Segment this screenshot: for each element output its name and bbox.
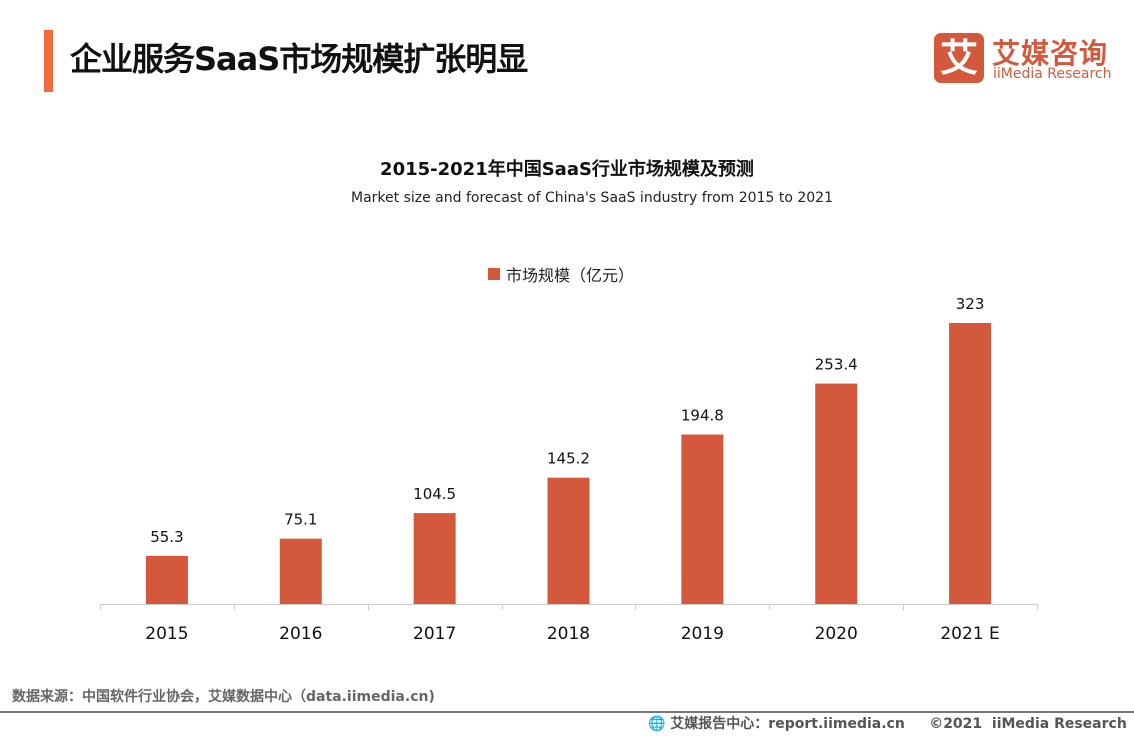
data-label: 145.2 xyxy=(547,450,590,468)
data-label: 323 xyxy=(956,295,985,313)
chart-subtitle: Market size and forecast of China's SaaS… xyxy=(351,190,833,206)
logo-icon: 艾 xyxy=(934,33,984,83)
bar xyxy=(949,323,992,604)
report-link[interactable]: 艾媒报告中心：report.iimedia.cn xyxy=(670,716,905,732)
bar xyxy=(145,555,188,604)
x-tick-label: 2015 xyxy=(145,624,188,644)
page-title: 企业服务SaaS市场规模扩张明显 xyxy=(70,40,528,78)
x-tick-label: 2021 E xyxy=(940,624,999,644)
globe-icon: 🌐 xyxy=(648,716,666,732)
bar xyxy=(815,383,858,604)
legend-label: 市场规模（亿元） xyxy=(506,266,635,285)
logo-text-cn: 艾媒咨询 xyxy=(992,37,1109,70)
bar xyxy=(279,538,322,604)
data-label: 104.5 xyxy=(413,485,456,503)
chart-title: 2015-2021年中国SaaS行业市场规模及预测 xyxy=(380,159,754,180)
footer-divider xyxy=(0,711,1134,713)
data-label: 194.8 xyxy=(681,407,724,425)
x-tick-label: 2019 xyxy=(681,624,724,644)
bar xyxy=(547,477,590,604)
legend-swatch xyxy=(488,268,500,280)
bar xyxy=(681,434,724,604)
data-label: 55.3 xyxy=(150,528,183,546)
x-tick-label: 2018 xyxy=(547,624,590,644)
x-tick-label: 2017 xyxy=(413,624,456,644)
data-label: 253.4 xyxy=(815,356,858,374)
logo-text-en: iiMedia Research xyxy=(993,66,1112,82)
title-accent-bar xyxy=(44,30,53,92)
data-label: 75.1 xyxy=(284,511,317,529)
legend: 市场规模（亿元） xyxy=(488,262,634,286)
source-note: 数据来源：中国软件行业协会，艾媒数据中心（data.iimedia.cn) xyxy=(12,689,435,705)
x-tick-label: 2016 xyxy=(279,624,322,644)
copyright: ©2021 iiMedia Research Inc xyxy=(929,716,1127,732)
footer: 🌐 艾媒报告中心：report.iimedia.cn ©2021 iiMedia… xyxy=(648,713,1134,733)
bar xyxy=(413,513,456,604)
x-tick-label: 2020 xyxy=(815,624,858,644)
